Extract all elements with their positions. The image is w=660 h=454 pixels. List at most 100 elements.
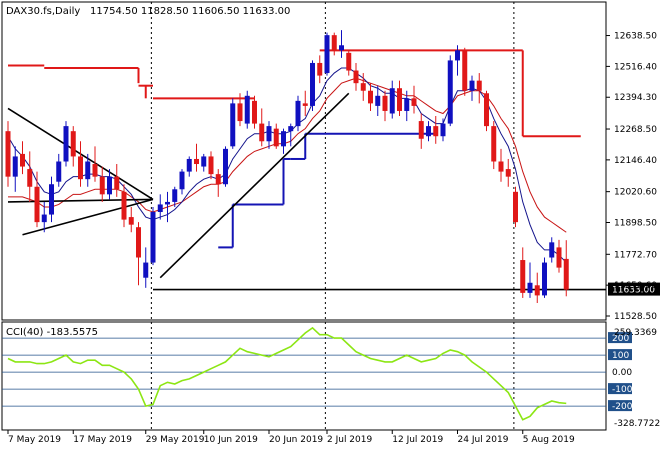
chart-title: DAX30.fs,Daily — [6, 6, 80, 17]
price-tick-label: 12146.40 — [614, 156, 657, 166]
cci-min-label: -328.7722 — [614, 419, 660, 429]
cci-level-tag — [608, 400, 632, 412]
candle — [389, 80, 395, 119]
cci-panel-frame — [1, 321, 607, 431]
candle-body — [476, 80, 482, 91]
candle-body — [418, 121, 424, 139]
cci-level-label: -200 — [612, 402, 633, 412]
candle — [41, 201, 47, 233]
candle-body — [107, 176, 112, 195]
current-price-label: 11633.00 — [612, 286, 655, 296]
candle — [397, 80, 402, 117]
candle — [520, 247, 526, 298]
candle-body — [136, 227, 141, 258]
candle-body — [157, 204, 163, 213]
candle-body — [63, 126, 69, 162]
candle-body — [360, 83, 366, 91]
candle — [317, 55, 323, 84]
date-tick-label: 7 May 2019 — [8, 435, 61, 445]
candle — [302, 90, 308, 117]
candle — [469, 75, 475, 101]
cci-max-label: 259.3369 — [614, 328, 657, 338]
candle-body — [447, 60, 453, 124]
candle — [56, 153, 62, 187]
candle-body — [244, 95, 250, 124]
candle — [310, 60, 315, 111]
date-tick-label: 24 Jul 2019 — [458, 435, 509, 445]
candle — [143, 247, 149, 288]
candle-body — [143, 262, 149, 278]
candle-body — [455, 50, 460, 61]
date-tick-label: 17 May 2019 — [73, 435, 132, 445]
candle — [107, 169, 112, 200]
candle — [331, 32, 337, 56]
candle-body — [563, 258, 569, 290]
candle-body — [346, 52, 352, 71]
candle — [99, 166, 105, 202]
candle-body — [549, 242, 555, 258]
candle-body — [12, 156, 18, 177]
candle-body — [375, 95, 381, 106]
candle — [476, 73, 482, 104]
candle — [339, 30, 344, 58]
candle-body — [266, 126, 272, 142]
cci-line — [7, 326, 567, 421]
candle — [237, 93, 243, 127]
candle-body — [201, 156, 207, 167]
candle — [194, 143, 199, 172]
cci-level-label: 100 — [612, 351, 629, 361]
price-tick-label: 11650.60 — [614, 281, 657, 291]
candle — [150, 206, 156, 266]
cci-level-label: 200 — [612, 334, 629, 344]
candle-body — [339, 45, 344, 51]
candle-body — [302, 103, 308, 106]
candle — [491, 121, 497, 170]
candle — [34, 171, 40, 228]
candle — [433, 116, 439, 144]
candle — [12, 146, 18, 192]
price-tick-label: 11772.70 — [614, 250, 657, 260]
candle — [215, 169, 221, 197]
candle — [85, 153, 91, 187]
candle-body — [237, 103, 243, 122]
candle — [440, 118, 446, 142]
date-tick-label: 12 Jul 2019 — [392, 435, 443, 445]
candle-body — [411, 98, 417, 106]
candle-body — [49, 184, 54, 215]
candle-body — [179, 171, 185, 190]
candle-body — [165, 201, 170, 205]
candle-body — [498, 161, 504, 172]
candle — [505, 158, 511, 187]
candle — [20, 141, 25, 175]
candle-body — [353, 70, 359, 84]
candle-body — [92, 164, 98, 177]
cci-level-tag — [608, 383, 632, 395]
price-tick-label: 11528.50 — [614, 312, 657, 322]
date-tick-label: 2 Jul 2019 — [327, 435, 372, 445]
candle — [375, 85, 381, 117]
candle-body — [70, 131, 76, 157]
candle-body — [20, 153, 25, 167]
candle — [498, 148, 504, 182]
candle — [273, 123, 279, 149]
candle-body — [223, 148, 228, 185]
candle — [78, 141, 83, 187]
candle — [49, 176, 54, 223]
candle-body — [404, 98, 410, 111]
date-tick-label: 10 Jun 2019 — [204, 435, 258, 445]
candle — [447, 55, 453, 127]
price-tick-label: 12268.50 — [614, 125, 657, 135]
candle-body — [527, 282, 533, 293]
candle — [208, 151, 214, 180]
candle-body — [513, 191, 518, 223]
candle — [426, 121, 431, 142]
candle-body — [484, 93, 489, 127]
candle — [5, 121, 11, 187]
price-tag-bg — [608, 282, 660, 296]
candle-body — [440, 123, 446, 137]
candle-body — [78, 156, 83, 180]
candle-body — [397, 88, 402, 111]
candle — [281, 128, 286, 154]
candle — [121, 184, 127, 228]
